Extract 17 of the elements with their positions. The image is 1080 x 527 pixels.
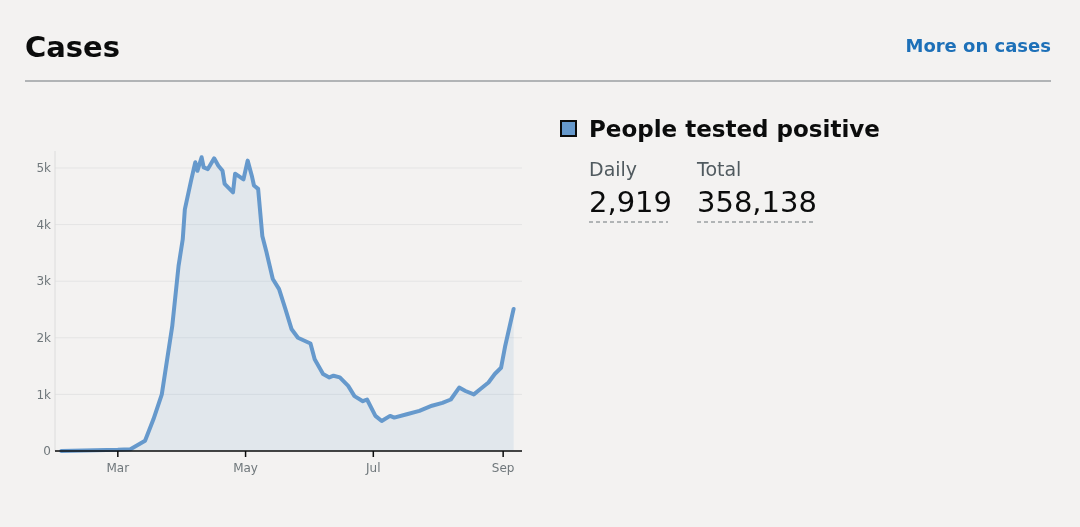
x-tick-label: Mar bbox=[106, 461, 130, 475]
y-tick-label: 3k bbox=[36, 274, 52, 289]
text: 2,919 bbox=[589, 185, 673, 219]
x-tick-label: Jul bbox=[365, 461, 381, 475]
chart-title: Cases bbox=[25, 30, 121, 64]
y-tick-label: 4k bbox=[36, 217, 52, 232]
text: 358,138 bbox=[697, 185, 817, 219]
y-tick-label: 1k bbox=[36, 387, 52, 402]
y-tick-label: 0 bbox=[43, 444, 51, 459]
legend-label: People tested positive bbox=[589, 116, 880, 142]
text: Total bbox=[696, 158, 742, 180]
y-tick-label: 2k bbox=[36, 330, 52, 345]
x-tick-label: Sep bbox=[491, 461, 515, 475]
y-tick-label: 5k bbox=[36, 161, 52, 176]
x-tick-label: May bbox=[233, 461, 258, 475]
text: More on cases bbox=[905, 35, 1051, 56]
text: Daily bbox=[589, 158, 638, 180]
